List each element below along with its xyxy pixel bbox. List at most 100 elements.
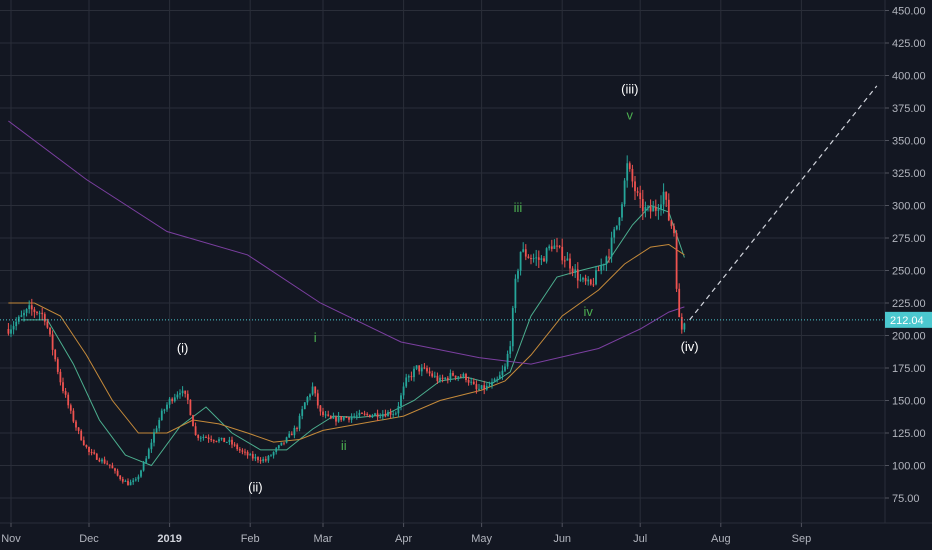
y-tick-label: 300.00 bbox=[892, 201, 926, 213]
candle-body bbox=[262, 459, 265, 462]
candle-body bbox=[231, 439, 233, 445]
candle-body bbox=[680, 316, 683, 330]
x-tick-label: Nov bbox=[1, 533, 21, 545]
candle-body bbox=[233, 444, 236, 446]
candle-body bbox=[345, 417, 348, 419]
candle-body bbox=[545, 248, 548, 262]
candle-body bbox=[220, 437, 223, 440]
candle-body bbox=[470, 381, 473, 383]
candle-body bbox=[17, 316, 20, 322]
candle-body bbox=[441, 377, 444, 379]
candle-body bbox=[475, 384, 478, 390]
candle-body bbox=[236, 444, 239, 450]
candle-body bbox=[423, 367, 426, 369]
candle-body bbox=[657, 209, 660, 211]
candle-body bbox=[311, 386, 314, 395]
candle-body bbox=[46, 321, 49, 328]
candle-body bbox=[56, 359, 59, 372]
candle-body bbox=[127, 480, 129, 486]
candle-body bbox=[540, 258, 543, 260]
candle-body bbox=[228, 439, 231, 443]
candle-body bbox=[621, 204, 623, 218]
candle-body bbox=[140, 470, 142, 477]
candle-body bbox=[215, 440, 218, 442]
candle-body bbox=[428, 371, 431, 374]
candle-body bbox=[654, 206, 657, 211]
x-tick-label: Jul bbox=[633, 533, 647, 545]
candle-body bbox=[160, 410, 163, 421]
candle-body bbox=[168, 398, 171, 405]
candle-body bbox=[600, 265, 603, 271]
candle-body bbox=[101, 459, 103, 462]
candle-body bbox=[433, 375, 436, 377]
candle-body bbox=[634, 181, 636, 192]
candle-body bbox=[36, 312, 38, 314]
candle-body bbox=[628, 163, 631, 169]
candle-body bbox=[644, 206, 647, 212]
candle-body bbox=[246, 451, 249, 456]
y-tick-label: 400.00 bbox=[892, 71, 926, 83]
candle-body bbox=[296, 427, 298, 429]
y-tick-label: 175.00 bbox=[892, 363, 926, 375]
candle-body bbox=[103, 459, 106, 464]
candle-body bbox=[665, 191, 668, 200]
candle-body bbox=[80, 430, 83, 441]
moving-average-line bbox=[8, 120, 685, 365]
candle-body bbox=[267, 455, 270, 461]
candle-body bbox=[431, 373, 434, 377]
candle-body bbox=[108, 464, 111, 466]
candle-body bbox=[259, 460, 262, 462]
candle-body bbox=[309, 394, 311, 398]
candle-body bbox=[254, 457, 257, 459]
x-tick-label: Feb bbox=[241, 533, 260, 545]
candle-body bbox=[527, 256, 530, 259]
candle-body bbox=[33, 309, 36, 313]
candle-body bbox=[293, 427, 296, 436]
candle-body bbox=[199, 437, 202, 439]
candle-body bbox=[277, 445, 280, 449]
candle-body bbox=[639, 192, 642, 200]
candle-body bbox=[498, 375, 501, 380]
candle-body bbox=[462, 373, 465, 377]
candle-body bbox=[189, 399, 192, 416]
candle-body bbox=[563, 260, 566, 262]
candle-body bbox=[472, 381, 475, 385]
candle-body bbox=[371, 415, 374, 418]
candle-body bbox=[631, 168, 634, 182]
candle-body bbox=[306, 397, 309, 403]
candle-body bbox=[145, 458, 148, 463]
candle-body bbox=[660, 204, 662, 210]
time-axis[interactable]: Nov Dec 2019 Feb Mar Apr May Jun Jul Aug Sep bbox=[1, 523, 811, 545]
candle-body bbox=[197, 435, 200, 438]
candle-body bbox=[324, 414, 327, 416]
candle-body bbox=[158, 420, 161, 429]
candle-body bbox=[82, 440, 85, 446]
price-axis[interactable]: 75.00 100.00 125.00 150.00 175.00 200.00 225.0… bbox=[885, 6, 926, 506]
candle-body bbox=[7, 329, 10, 334]
candle-body bbox=[153, 432, 155, 443]
candle-body bbox=[602, 264, 605, 266]
candle-body bbox=[12, 326, 15, 330]
candle-body bbox=[88, 446, 90, 453]
candle-body bbox=[329, 415, 332, 419]
projection-dashed-line bbox=[689, 85, 878, 321]
candle-body bbox=[626, 163, 629, 181]
candle-body bbox=[134, 479, 137, 481]
candle-body bbox=[454, 375, 457, 378]
candle-body bbox=[652, 206, 655, 212]
candle-body bbox=[589, 279, 592, 285]
x-tick-label: Jun bbox=[553, 533, 571, 545]
candle-body bbox=[285, 437, 288, 443]
candle-body bbox=[51, 334, 54, 350]
candle-body bbox=[582, 277, 584, 280]
candle-body bbox=[116, 470, 119, 476]
y-tick-label: 150.00 bbox=[892, 396, 926, 408]
candle-body bbox=[394, 413, 397, 415]
candle-body bbox=[418, 365, 421, 372]
candle-body bbox=[90, 452, 93, 454]
candle-body bbox=[436, 375, 439, 382]
candle-body bbox=[176, 394, 179, 398]
